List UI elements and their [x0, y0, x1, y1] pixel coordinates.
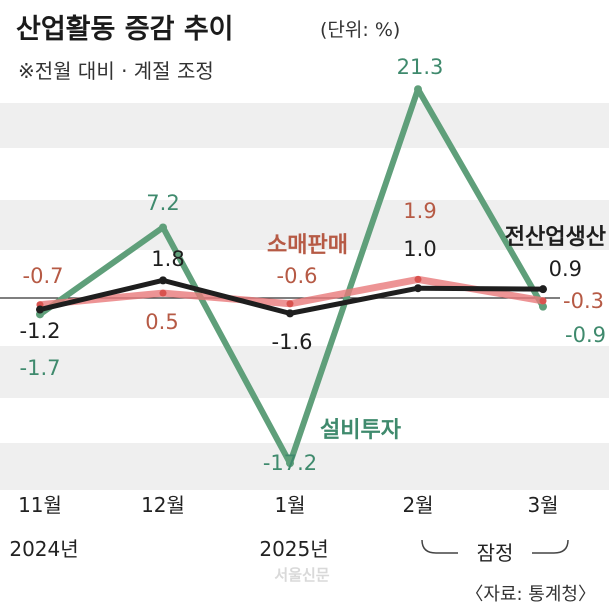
- series-name-label: 전산업생산: [505, 225, 606, 250]
- grid-band: [0, 346, 609, 398]
- value-label: -1.7: [20, 356, 61, 380]
- value-label: -0.7: [23, 264, 64, 288]
- watermark: 서울신문: [274, 566, 329, 584]
- data-point: [159, 223, 167, 232]
- data-point: [36, 305, 44, 314]
- x-tick-label: 1월: [274, 493, 305, 517]
- value-label: -0.9: [565, 323, 606, 347]
- value-label: -17.2: [263, 451, 317, 475]
- x-tick-label: 12월: [141, 493, 185, 517]
- year-label: 2024년: [9, 537, 78, 561]
- value-label: 1.9: [403, 199, 436, 223]
- note-label: ※전월 대비 · 계절 조정: [18, 59, 214, 83]
- grid-band: [0, 443, 609, 490]
- data-point: [414, 275, 422, 283]
- grid-bands: [0, 103, 609, 490]
- data-point: [539, 285, 547, 294]
- series-lines: [36, 85, 547, 468]
- data-point: [159, 289, 167, 297]
- value-label: -1.6: [272, 330, 313, 354]
- value-label: 1.8: [151, 247, 184, 271]
- unit-label: (단위: %): [320, 19, 400, 41]
- series-name-label: 설비투자: [320, 418, 402, 443]
- value-label: -1.2: [20, 319, 61, 343]
- value-label: 21.3: [397, 55, 444, 79]
- year-label: 2025년: [259, 537, 328, 561]
- x-tick-label: 2월: [402, 493, 433, 517]
- data-point: [159, 276, 167, 285]
- series-name-label: 소매판매: [267, 233, 348, 258]
- value-label: 0.9: [549, 257, 582, 281]
- data-point: [414, 85, 422, 94]
- source-label: 〈자료: 통계청〉: [465, 584, 596, 605]
- value-label: 7.2: [146, 191, 179, 215]
- x-tick-label: 3월: [527, 493, 558, 517]
- preliminary-bracket-right: [532, 539, 569, 554]
- value-label: 0.5: [145, 310, 178, 334]
- data-point: [286, 300, 294, 308]
- data-point: [539, 297, 547, 305]
- data-point: [286, 309, 294, 318]
- data-point: [414, 284, 422, 293]
- data-point: [539, 302, 547, 311]
- preliminary-bracket-left: [421, 539, 458, 554]
- value-label: -0.6: [277, 264, 318, 288]
- grid-band: [0, 103, 609, 148]
- value-label: 1.0: [403, 237, 436, 261]
- x-axis: 11월 2024년 12월 1월 2025년 2월 3월: [9, 493, 558, 561]
- x-tick-label: 11월: [18, 493, 62, 517]
- preliminary-label: 잠정: [477, 541, 514, 565]
- value-labels: -1.2 1.8 -1.6 1.0 0.9 -0.7 0.5 -0.6 1.9 -0.3 -1.7 7…: [20, 55, 606, 475]
- data-point: [286, 459, 294, 468]
- value-label: -0.3: [563, 289, 604, 313]
- chart-title: 산업활동 증감 추이: [16, 14, 234, 45]
